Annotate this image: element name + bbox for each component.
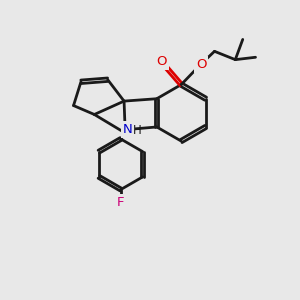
Text: N: N (123, 123, 133, 136)
Text: O: O (156, 55, 167, 68)
Text: H: H (134, 124, 142, 137)
Text: O: O (196, 58, 206, 71)
Text: F: F (117, 196, 124, 208)
